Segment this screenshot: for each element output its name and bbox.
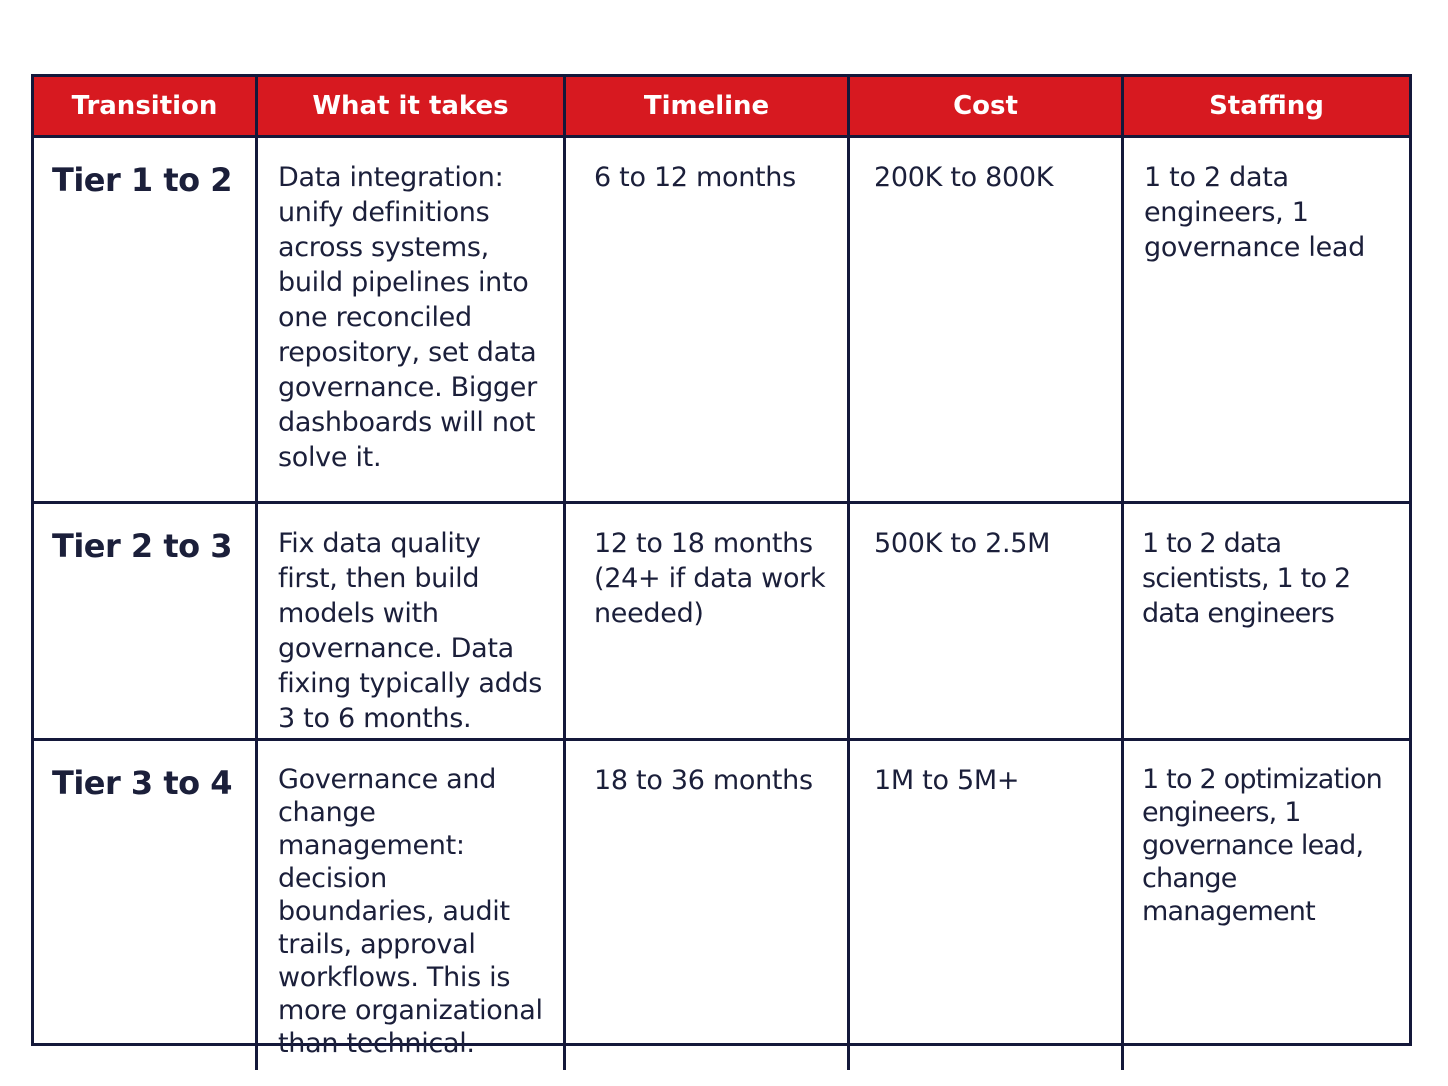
transition-table: Transition What it takes Timeline Cost S… bbox=[31, 74, 1412, 1070]
header-transition: Transition bbox=[34, 77, 258, 138]
header-staffing: Staffing bbox=[1124, 77, 1409, 138]
row-2-cost: 500K to 2.5M bbox=[850, 504, 1124, 741]
row-1-cost: 200K to 800K bbox=[850, 138, 1124, 504]
row-3-transition: Tier 3 to 4 bbox=[34, 741, 258, 1070]
row-2-transition: Tier 2 to 3 bbox=[34, 504, 258, 741]
row-2-timeline: 12 to 18 months (24+ if data work needed… bbox=[566, 504, 850, 741]
row-3-what-it-takes: Governance and change management: decisi… bbox=[258, 741, 566, 1070]
header-what-it-takes: What it takes bbox=[258, 77, 566, 138]
row-3-staffing: 1 to 2 optimization engineers, 1 governa… bbox=[1142, 764, 1383, 927]
row-1-timeline: 6 to 12 months bbox=[566, 138, 850, 504]
row-2-staffing: 1 to 2 data scientists, 1 to 2 data engi… bbox=[1124, 504, 1409, 741]
row-1-what-it-takes: Data integration: unify definitions acro… bbox=[258, 138, 566, 504]
row-3-timeline: 18 to 36 months bbox=[566, 741, 850, 1070]
row-1-staffing: 1 to 2 data engineers, 1 governance lead bbox=[1124, 138, 1409, 504]
row-1-transition: Tier 1 to 2 bbox=[34, 138, 258, 504]
header-timeline: Timeline bbox=[566, 77, 850, 138]
header-cost: Cost bbox=[850, 77, 1124, 138]
row-2-what-it-takes: Fix data quality first, then build model… bbox=[258, 504, 566, 741]
row-3-cost: 1M to 5M+ bbox=[850, 741, 1124, 1070]
